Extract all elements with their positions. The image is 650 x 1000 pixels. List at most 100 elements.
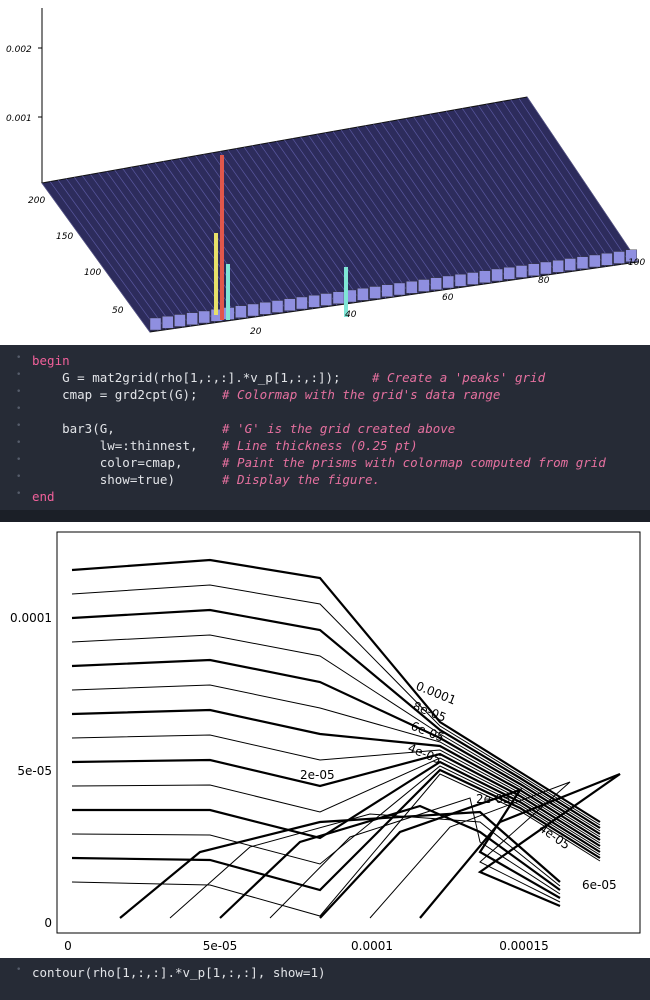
prism-front (442, 275, 454, 289)
stripe (268, 142, 379, 300)
stripe (65, 178, 175, 329)
stripe (389, 121, 501, 283)
contour-line (71, 584, 601, 826)
prism-front (369, 286, 381, 299)
prism-front (186, 312, 198, 325)
stripe (179, 158, 289, 313)
bar3d-plot: 0.002 0.001 200 150 100 50 20 40 60 80 1… (0, 0, 650, 345)
contour-line (71, 558, 601, 823)
x-tick-label: 0.00015 (499, 939, 549, 953)
y-tick-label: 200 (28, 196, 45, 206)
prism-front (393, 282, 406, 296)
prism-front (332, 291, 345, 304)
prism-front (406, 281, 418, 294)
stripe (211, 152, 322, 308)
x-tick-label: 80 (538, 276, 550, 286)
contour-line (169, 813, 561, 919)
contour-line (71, 768, 601, 892)
code-cell[interactable]: contour(rho[1,:,:].*v_p[1,:,:], show=1) (0, 958, 650, 1000)
prism-stripes (41, 96, 639, 333)
contour-line (72, 760, 601, 853)
prism-front (174, 314, 186, 327)
x-tick-label: 60 (442, 293, 454, 303)
contour-line (71, 773, 601, 917)
x-tick-label: 20 (250, 327, 262, 337)
stripe (356, 126, 468, 287)
code-line: G = mat2grid(rho[1,:,:].*v_p[1,:,:]); # C… (16, 370, 545, 387)
stripe (421, 115, 533, 278)
stripe (292, 138, 403, 297)
code-line: contour(rho[1,:,:].*v_p[1,:,:], show=1) (16, 965, 325, 982)
stripe (146, 164, 257, 318)
stripe (251, 145, 362, 302)
z-tick-label: 0.001 (6, 114, 32, 124)
stripe (106, 171, 216, 323)
prism-front (613, 251, 625, 264)
y-tick-label: 100 (84, 268, 101, 278)
x-tick-label: 5e-05 (203, 939, 238, 953)
prism-front (430, 277, 442, 290)
stripe (154, 162, 265, 316)
stripe (478, 105, 590, 270)
prism-front (296, 296, 308, 310)
stripe (397, 119, 509, 281)
stripe (445, 111, 557, 274)
contour-line (71, 608, 601, 829)
stripe (365, 125, 476, 286)
stripe (235, 148, 346, 305)
code: G = mat2grid(rho[1,:,:].*v_p[1,:,:]); (32, 370, 341, 385)
bar (220, 155, 224, 320)
stripe (373, 124, 484, 285)
comment: # Colormap with the grid's data range (222, 387, 501, 402)
frame (56, 531, 641, 934)
stripe (284, 139, 395, 298)
contour-line (71, 757, 601, 850)
y-tick-label: 5e-05 (17, 764, 52, 778)
bar (226, 264, 230, 320)
contour-line (319, 787, 561, 919)
contour-line (71, 634, 601, 832)
stripe (171, 159, 281, 314)
prism-front (479, 270, 491, 283)
stripe (227, 149, 338, 306)
stripe (276, 141, 387, 299)
contour-line (71, 708, 601, 841)
stripe (308, 135, 419, 294)
stripe (518, 98, 631, 264)
stripe (122, 168, 232, 321)
prism-front (528, 263, 540, 276)
y-tick-label: 150 (56, 232, 73, 242)
code-line: end (16, 489, 54, 506)
stripe (453, 109, 566, 273)
contour-line (71, 752, 601, 847)
prism-front (161, 316, 174, 329)
stripe (502, 101, 614, 266)
code-line: color=cmap, # Paint the prisms with color… (16, 455, 606, 472)
comment: # Display the figure. (222, 472, 381, 487)
stripe (316, 134, 427, 293)
prism-front (259, 302, 271, 315)
stripe (429, 114, 541, 277)
stripe (348, 128, 460, 288)
contour-line (71, 658, 601, 835)
comment: # Paint the prisms with colormap compute… (222, 455, 606, 470)
prism-front (589, 254, 601, 268)
code: lw=:thinnest, (32, 438, 198, 453)
prism-front (625, 249, 637, 262)
prism-front (576, 256, 589, 269)
stripe (526, 96, 639, 263)
code-cell[interactable]: begin G = mat2grid(rho[1,:,:].*v_p[1,:,:… (0, 345, 650, 510)
contour-line (71, 734, 601, 844)
prism-front (357, 288, 369, 301)
x-tick-label: 0 (64, 939, 72, 953)
z-tick-label: 0.002 (6, 45, 32, 55)
prism-front (271, 300, 284, 313)
prism-front (467, 272, 479, 285)
code-line: bar3(G, # 'G' is the grid created above (16, 421, 455, 438)
stripe (494, 102, 606, 267)
stripe (510, 99, 623, 265)
stripe (41, 182, 151, 333)
code: cmap = grd2cpt(G); (32, 387, 198, 402)
prism-front (235, 305, 247, 318)
